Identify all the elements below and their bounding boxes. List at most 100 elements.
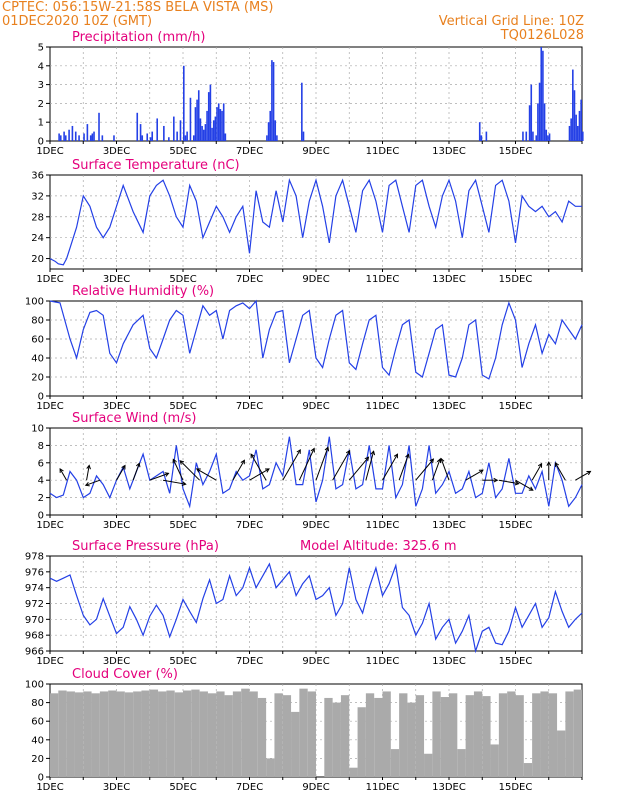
x-tick-label: 15DEC <box>499 146 533 157</box>
cloud-bar <box>257 697 267 777</box>
precip-bar <box>168 137 170 141</box>
cloud-bar <box>50 693 59 777</box>
precip-bar <box>214 116 217 141</box>
x-tick-label: 13DEC <box>432 782 466 793</box>
precip-bar <box>184 135 187 141</box>
precip-bar <box>269 110 272 141</box>
y-tick-label: 24 <box>31 233 44 244</box>
precip-bar <box>179 120 182 141</box>
cloud-bar <box>432 691 441 777</box>
cloud-bar <box>232 691 242 777</box>
y-tick-label: 4 <box>38 61 44 72</box>
cloud-bar <box>324 697 333 777</box>
cloud-bar <box>440 697 449 777</box>
x-tick-label: 1DEC <box>36 782 63 793</box>
x-tick-label: 13DEC <box>432 656 466 667</box>
cloud-bar <box>457 749 466 777</box>
wind-arrow-head <box>179 460 185 465</box>
cloud-bar <box>299 688 308 777</box>
y-tick-label: 100 <box>25 297 44 308</box>
y-tick-label: 20 <box>31 254 44 265</box>
x-tick-label: 15DEC <box>499 401 533 412</box>
x-tick-label: 7DEC <box>236 656 263 667</box>
y-tick-label: 32 <box>31 191 44 202</box>
wind-arrow <box>162 479 186 485</box>
precip-bar <box>522 131 524 141</box>
cloud-bar <box>399 693 408 777</box>
x-tick-label: 11DEC <box>366 656 400 667</box>
series-line <box>49 562 583 654</box>
cloud-bar <box>207 693 217 777</box>
wind-arrow-head <box>181 481 187 486</box>
x-tick-label: 3DEC <box>103 782 130 793</box>
x-tick-label: 3DEC <box>103 401 130 412</box>
precip-bar <box>535 135 538 141</box>
wind-arrow-head <box>537 462 543 468</box>
wind-arrow-head <box>164 472 170 477</box>
cloud-bar <box>199 691 208 777</box>
precip-bar <box>532 131 534 141</box>
x-tick-label: 3DEC <box>103 520 130 531</box>
precip-bar <box>578 110 581 141</box>
y-tick-label: 966 <box>25 647 44 658</box>
y-tick-label: 20 <box>31 754 44 765</box>
wind-arrow-head <box>296 449 301 454</box>
cloud-bar <box>149 689 159 777</box>
x-tick-label: 9DEC <box>302 274 329 285</box>
x-tick-label: 11DEC <box>366 520 400 531</box>
y-tick-label: 80 <box>31 698 44 709</box>
precip-bar <box>271 60 273 141</box>
panel-title: Surface Temperature (nC) <box>72 158 240 173</box>
x-tick-label: 15DEC <box>499 782 533 793</box>
precip-bar <box>136 112 139 141</box>
precip-bar <box>222 103 225 141</box>
wind-arrow-head <box>345 449 351 455</box>
precip-bar <box>272 62 275 141</box>
precip-bar <box>139 124 142 141</box>
wind-arrow <box>196 468 217 481</box>
precip-bar <box>577 125 579 141</box>
precip-bar <box>204 124 207 141</box>
x-tick-label: 5DEC <box>169 146 196 157</box>
x-tick-label: 9DEC <box>302 520 329 531</box>
precip-bar <box>570 118 572 141</box>
wind-arrow <box>59 468 68 481</box>
y-tick-label: 972 <box>25 599 44 610</box>
cloud-bar <box>241 688 250 777</box>
precip-bar <box>575 114 577 141</box>
cloud-bar <box>99 691 109 777</box>
x-tick-label: 15DEC <box>499 520 533 531</box>
precip-bar <box>197 90 200 141</box>
precip-bar <box>572 69 574 141</box>
cloud-bar <box>407 702 416 777</box>
wind-arrow-head <box>405 453 410 459</box>
header-model-code: TQ0126L028 <box>500 28 584 43</box>
cloud-bar <box>74 692 84 777</box>
y-tick-label: 100 <box>25 680 44 691</box>
cloud-bar <box>424 753 433 777</box>
precip-bar <box>543 103 546 141</box>
precip-bar <box>206 110 208 141</box>
x-tick-label: 11DEC <box>366 146 400 157</box>
y-tick-label: 968 <box>25 631 44 642</box>
y-tick-label: 20 <box>31 373 44 384</box>
x-tick-label: 5DEC <box>169 782 196 793</box>
y-tick-label: 2 <box>38 493 44 504</box>
x-tick-label: 9DEC <box>302 401 329 412</box>
y-tick-label: 974 <box>25 583 44 594</box>
wind-arrow <box>116 465 126 481</box>
precip-bar <box>71 125 74 141</box>
precip-bar <box>219 109 222 141</box>
y-tick-label: 0 <box>38 511 44 522</box>
cloud-bar <box>507 691 516 777</box>
y-tick-label: 1 <box>38 118 44 129</box>
header-datetime: 01DEC2020 10Z (GMT) <box>2 14 153 29</box>
x-tick-label: 1DEC <box>36 146 63 157</box>
precip-bar <box>149 137 152 141</box>
cloud-bar <box>465 695 474 777</box>
precip-bar <box>59 135 62 141</box>
precip-bar <box>302 131 305 141</box>
wind-arrow <box>315 447 329 481</box>
cloud-bar <box>365 693 375 777</box>
cloud-bar <box>532 693 541 777</box>
